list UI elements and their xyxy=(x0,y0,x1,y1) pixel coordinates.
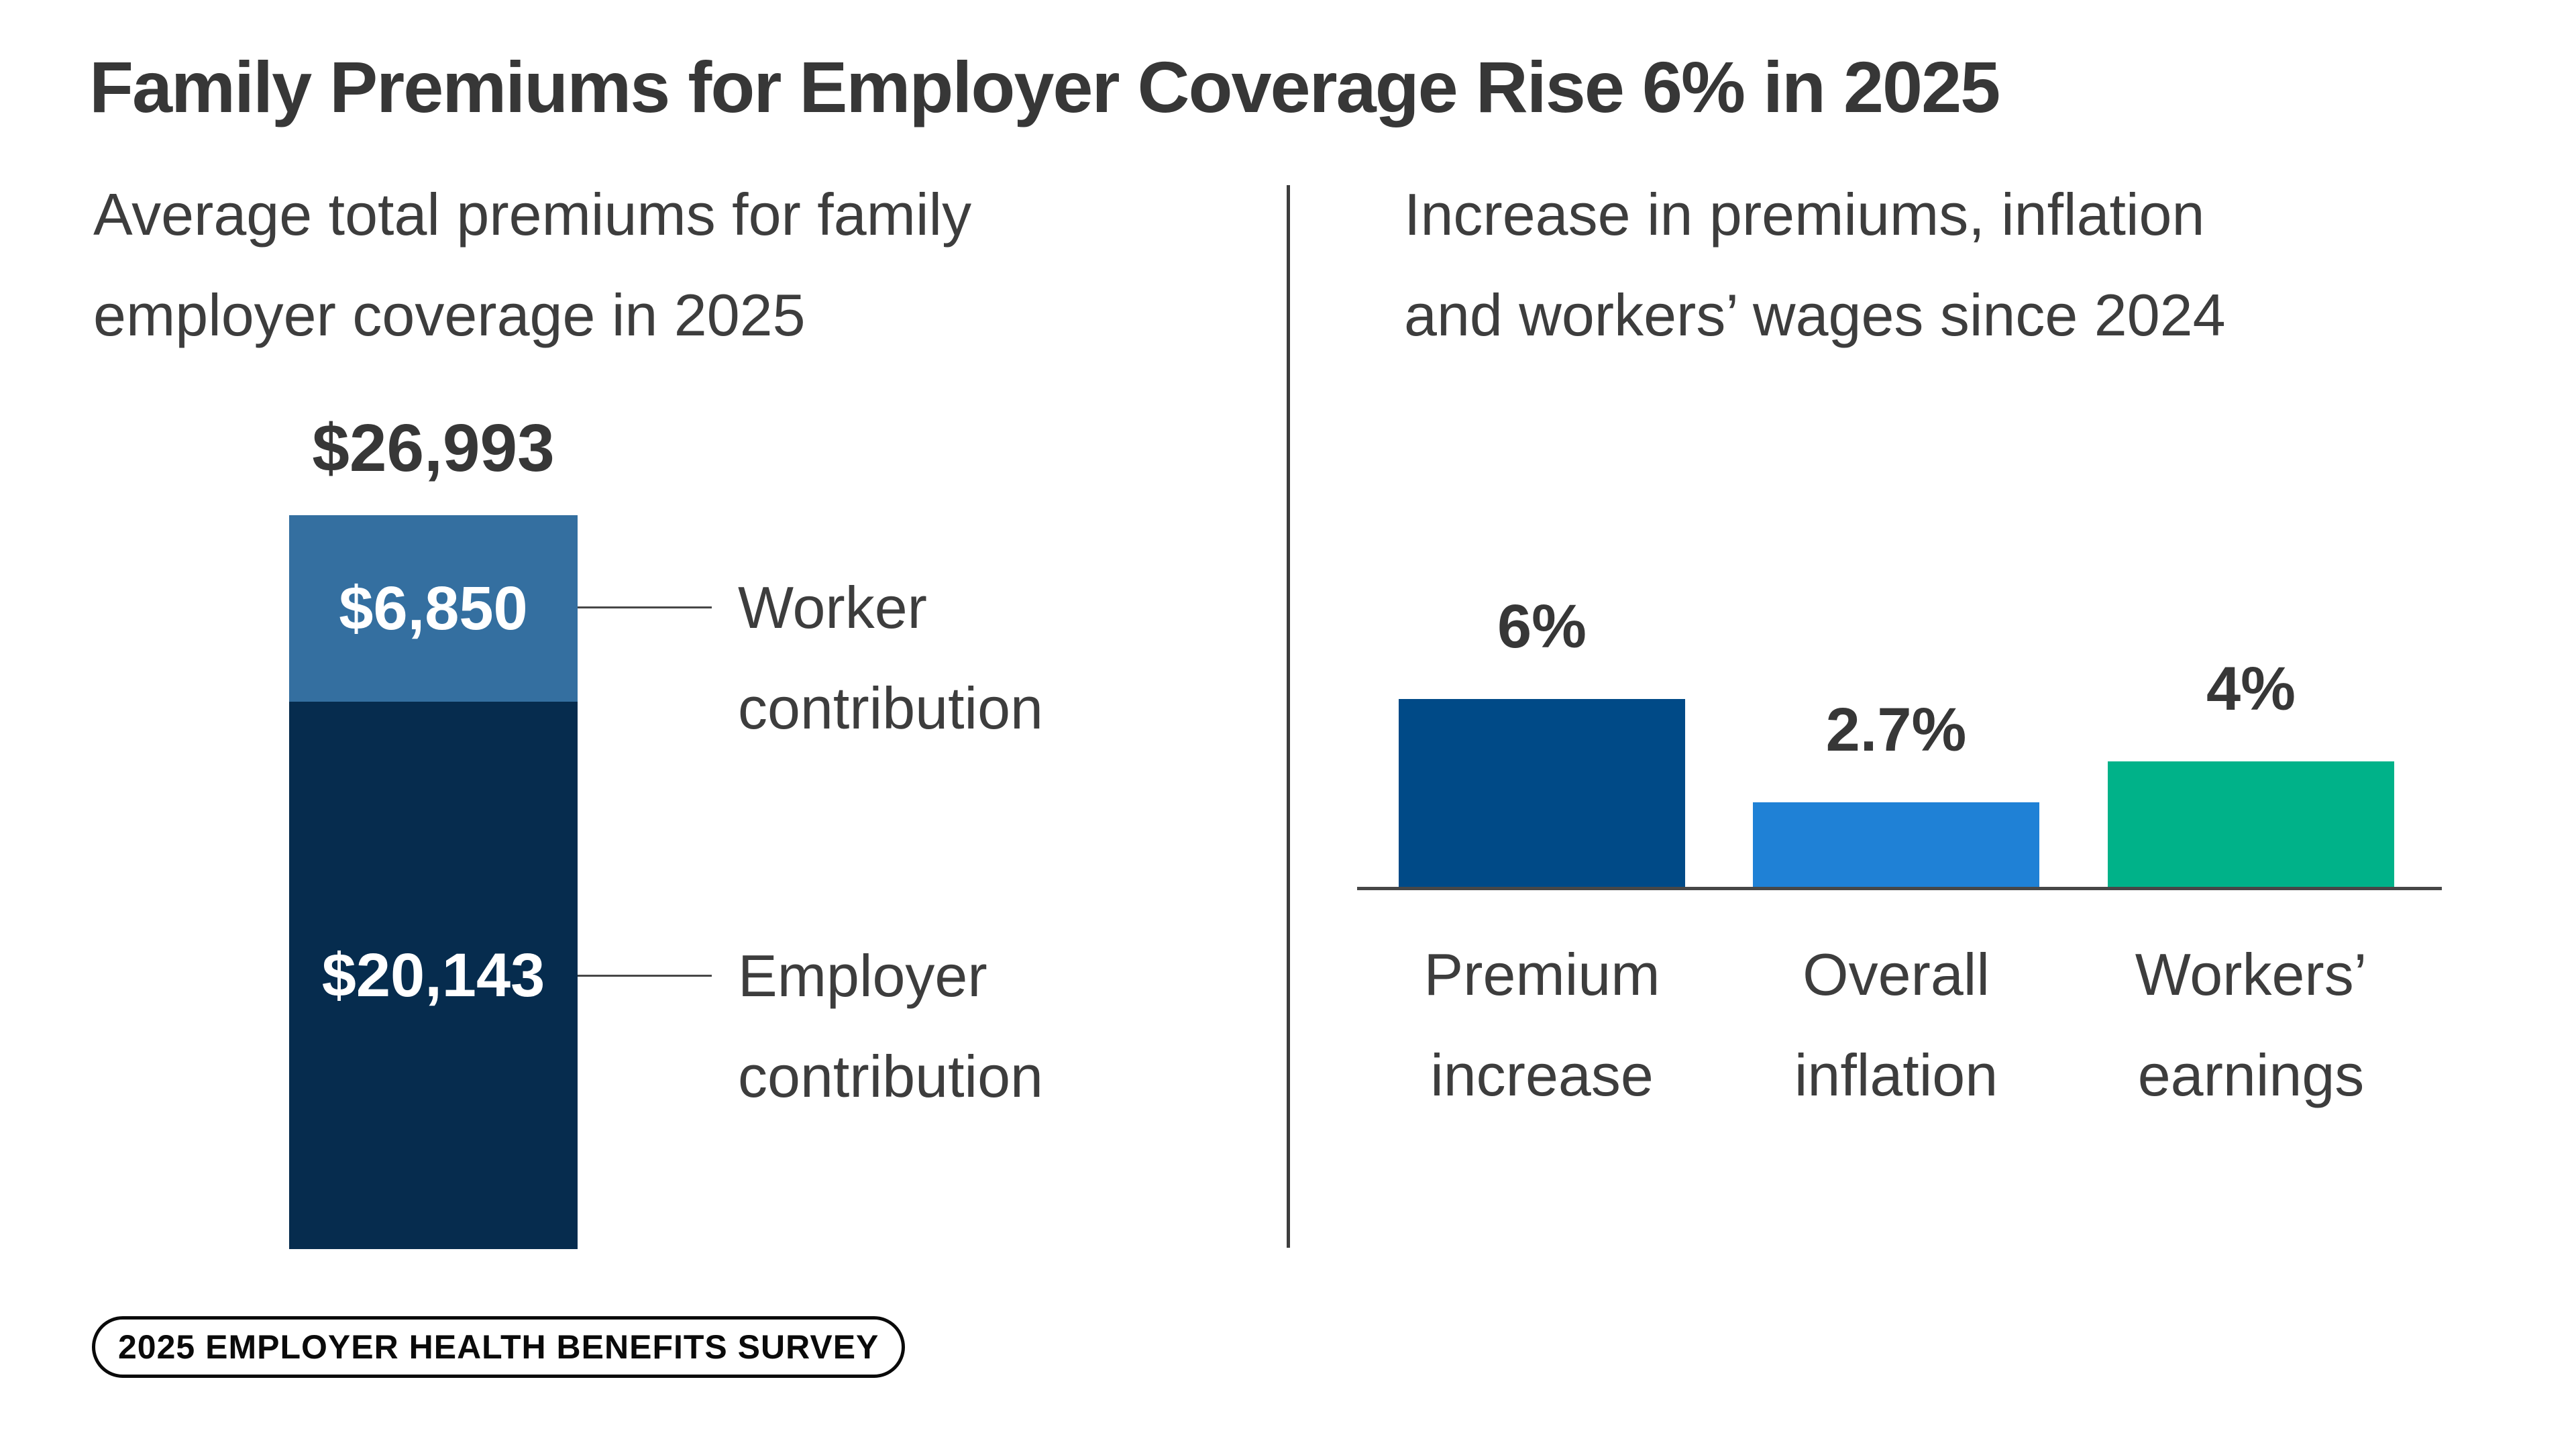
employer-label-line1: Employer xyxy=(738,943,987,1009)
overall-inflation-bar xyxy=(1753,802,2039,887)
workers-earnings-value: 4% xyxy=(2206,655,2296,723)
premium-increase-label-line1: Premium xyxy=(1424,941,1660,1008)
right-subtitle-line1: Increase in premiums, inflation xyxy=(1404,181,2205,248)
page-title: Family Premiums for Employer Coverage Ri… xyxy=(89,46,2000,127)
survey-badge-label: 2025 EMPLOYER HEALTH BENEFITS SURVEY xyxy=(118,1328,879,1366)
overall-inflation-value: 2.7% xyxy=(1825,696,1967,764)
premium-increase-label: Premium increase xyxy=(1399,924,1685,1126)
workers-earnings-bar xyxy=(2108,761,2394,887)
right-panel-subtitle: Increase in premiums, inflation and worke… xyxy=(1404,164,2226,366)
employer-connector-line xyxy=(578,975,712,977)
overall-inflation-label: Overall inflation xyxy=(1753,924,2039,1126)
workers-earnings-label: Workers’ earnings xyxy=(2108,924,2394,1126)
premium-increase-value: 6% xyxy=(1497,592,1587,661)
total-premium-label: $26,993 xyxy=(312,411,555,486)
employer-contribution-value: $20,143 xyxy=(321,941,545,1010)
employer-label-line2: contribution xyxy=(738,1043,1043,1110)
left-panel-subtitle: Average total premiums for family employe… xyxy=(93,164,971,366)
worker-contribution-label: Worker contribution xyxy=(738,557,1043,759)
panel-divider xyxy=(1287,185,1290,1248)
family-premium-stacked-bar: $6,850 $20,143 xyxy=(289,515,578,1249)
right-subtitle-line2: and workers’ wages since 2024 xyxy=(1404,282,2226,348)
x-axis-line xyxy=(1357,887,2442,890)
worker-connector-line xyxy=(578,606,712,608)
worker-label-line1: Worker xyxy=(738,574,927,641)
worker-contribution-value: $6,850 xyxy=(339,574,528,643)
employer-contribution-label: Employer contribution xyxy=(738,926,1043,1127)
left-subtitle-line2: employer coverage in 2025 xyxy=(93,282,806,348)
survey-badge: 2025 EMPLOYER HEALTH BENEFITS SURVEY xyxy=(92,1316,906,1378)
premium-increase-label-line2: increase xyxy=(1430,1042,1654,1108)
worker-contribution-segment: $6,850 xyxy=(289,515,578,702)
overall-inflation-label-line2: inflation xyxy=(1794,1042,1998,1108)
left-subtitle-line1: Average total premiums for family xyxy=(93,181,972,248)
workers-earnings-label-line2: earnings xyxy=(2137,1042,2365,1108)
employer-contribution-segment: $20,143 xyxy=(289,702,578,1249)
premium-increase-bar xyxy=(1399,699,1685,887)
workers-earnings-label-line1: Workers’ xyxy=(2135,941,2367,1008)
overall-inflation-label-line1: Overall xyxy=(1803,941,1990,1008)
worker-label-line2: contribution xyxy=(738,675,1043,741)
